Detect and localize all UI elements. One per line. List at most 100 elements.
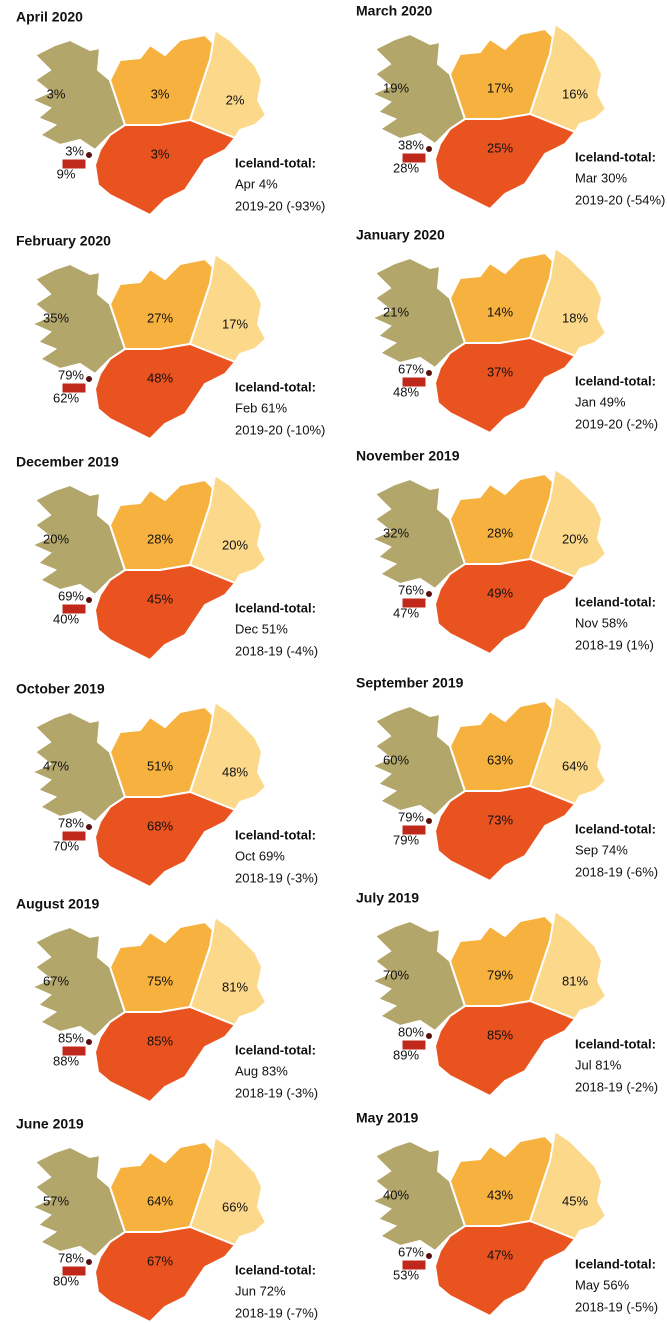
west-label: 60% — [383, 752, 409, 767]
southwest-region — [401, 597, 427, 609]
total-heading: Iceland-total: — [575, 821, 656, 836]
total-heading: Iceland-total: — [235, 379, 316, 394]
capital-region — [425, 369, 433, 377]
capital-region — [425, 817, 433, 825]
east-label: 20% — [222, 537, 248, 552]
south-region — [433, 112, 577, 211]
year-change: 2018-19 (-4%) — [235, 643, 318, 658]
east-label: 16% — [562, 86, 588, 101]
southwest-region — [401, 152, 427, 164]
total-value: Sep 74% — [575, 842, 628, 857]
capital-region — [85, 151, 93, 159]
year-change: 2019-20 (-10%) — [235, 422, 325, 437]
map-panel: November 2019 32% 28% 20% 76% 47% 49% Iceland-t… — [356, 448, 656, 656]
south-region — [433, 557, 577, 656]
west-region — [369, 256, 467, 370]
total-value: Oct 69% — [235, 848, 285, 863]
north-label: 17% — [487, 80, 513, 95]
south-region — [93, 563, 237, 662]
year-change: 2018-19 (-5%) — [575, 1299, 658, 1314]
panel-title: June 2019 — [16, 1116, 84, 1132]
south-region — [433, 999, 577, 1098]
capital-label: 67% — [398, 1244, 424, 1259]
south-label: 49% — [487, 585, 513, 600]
total-value: May 56% — [575, 1277, 630, 1292]
capital-label: 76% — [398, 582, 424, 597]
west-label: 35% — [43, 310, 69, 325]
west-region — [29, 38, 127, 152]
east-label: 2% — [226, 92, 245, 107]
total-heading: Iceland-total: — [575, 594, 656, 609]
east-label: 81% — [222, 979, 248, 994]
east-label: 17% — [222, 316, 248, 331]
north-label: 64% — [147, 1193, 173, 1208]
panel-title: October 2019 — [16, 681, 105, 697]
capital-label: 79% — [398, 809, 424, 824]
south-label: 85% — [147, 1033, 173, 1048]
capital-region — [425, 1032, 433, 1040]
total-value: Aug 83% — [235, 1063, 288, 1078]
southwest-region — [401, 1259, 427, 1271]
west-region — [369, 1139, 467, 1253]
west-label: 40% — [383, 1187, 409, 1202]
panel-title: December 2019 — [16, 454, 119, 470]
total-value: Apr 4% — [235, 176, 278, 191]
south-label: 37% — [487, 364, 513, 379]
southwest-region — [61, 1045, 87, 1057]
west-region — [369, 477, 467, 591]
capital-region — [85, 823, 93, 831]
total-value: Nov 58% — [575, 615, 628, 630]
southwest-label: 79% — [393, 832, 419, 847]
year-change: 2018-19 (-6%) — [575, 864, 658, 879]
total-heading: Iceland-total: — [575, 149, 656, 164]
capital-region — [85, 596, 93, 604]
capital-region — [425, 145, 433, 153]
capital-label: 67% — [398, 361, 424, 376]
southwest-region — [61, 830, 87, 842]
south-label: 73% — [487, 812, 513, 827]
southwest-region — [401, 824, 427, 836]
east-label: 48% — [222, 764, 248, 779]
west-label: 47% — [43, 758, 69, 773]
year-change: 2018-19 (1%) — [575, 637, 654, 652]
north-label: 28% — [487, 525, 513, 540]
panel-title: July 2019 — [356, 890, 419, 906]
map-panel: August 2019 67% 75% 81% 85% 88% 85% Iceland-tot… — [16, 896, 318, 1104]
north-label: 43% — [487, 1187, 513, 1202]
west-region — [29, 262, 127, 376]
total-heading: Iceland-total: — [235, 155, 316, 170]
southwest-label: 89% — [393, 1047, 419, 1062]
west-region — [369, 919, 467, 1033]
southwest-region — [401, 1039, 427, 1051]
south-label: 47% — [487, 1247, 513, 1262]
total-heading: Iceland-total: — [235, 1262, 316, 1277]
total-heading: Iceland-total: — [235, 600, 316, 615]
southwest-label: 9% — [57, 166, 76, 181]
north-label: 51% — [147, 758, 173, 773]
southwest-region — [61, 603, 87, 615]
west-label: 67% — [43, 973, 69, 988]
north-label: 79% — [487, 967, 513, 982]
north-label: 3% — [151, 86, 170, 101]
east-label: 64% — [562, 758, 588, 773]
capital-region — [425, 590, 433, 598]
west-region — [369, 704, 467, 818]
southwest-label: 70% — [53, 838, 79, 853]
south-region — [93, 1005, 237, 1104]
east-label: 18% — [562, 310, 588, 325]
map-panel: July 2019 70% 79% 81% 80% 89% 85% Iceland-total… — [356, 890, 658, 1098]
west-label: 57% — [43, 1193, 69, 1208]
panel-title: May 2019 — [356, 1110, 418, 1126]
panel-title: March 2020 — [356, 3, 432, 19]
north-label: 27% — [147, 310, 173, 325]
panel-title: February 2020 — [16, 233, 111, 249]
southwest-label: 80% — [53, 1273, 79, 1288]
west-label: 3% — [47, 86, 66, 101]
southwest-label: 53% — [393, 1267, 419, 1282]
south-label: 3% — [151, 146, 170, 161]
east-label: 66% — [222, 1199, 248, 1214]
southwest-label: 62% — [53, 390, 79, 405]
west-label: 20% — [43, 531, 69, 546]
capital-region — [85, 1038, 93, 1046]
